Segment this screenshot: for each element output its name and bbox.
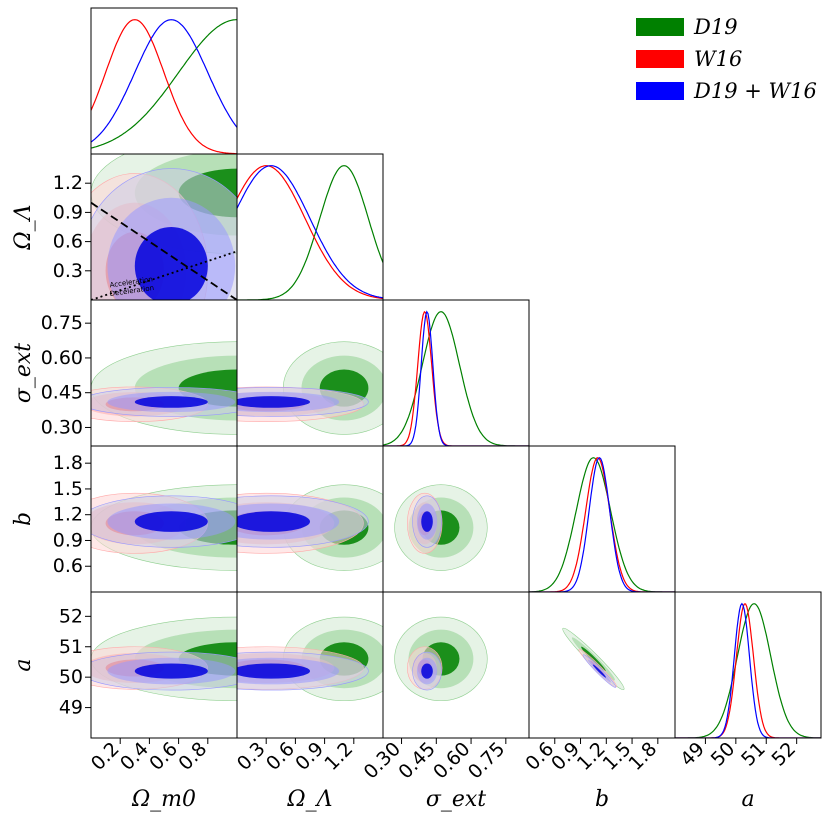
panel-OL-b bbox=[237, 484, 383, 571]
x-axis-label-a: a bbox=[741, 787, 754, 812]
panel-Om-OL bbox=[91, 154, 237, 300]
y-tick-label-a: 52 bbox=[59, 605, 83, 627]
y-tick-label-a: 50 bbox=[59, 666, 83, 688]
x-tick-label-sig: 0.45 bbox=[394, 738, 439, 783]
x-tick-label-sig: 0.75 bbox=[464, 738, 509, 783]
panel-OL-a bbox=[237, 616, 383, 702]
y-axis-label-sig: σ_ext bbox=[11, 343, 36, 403]
x-axis-label-Om: Ω_m0 bbox=[131, 787, 196, 812]
contour-d19-w16-level-3 bbox=[134, 511, 208, 532]
legend: D19 W16 D19 + W16 bbox=[636, 15, 817, 103]
y-tick-label-OL: 0.9 bbox=[53, 201, 83, 223]
legend-swatch-w16 bbox=[636, 50, 684, 68]
y-tick-label-sig: 0.75 bbox=[41, 312, 83, 334]
y-tick-label-OL: 1.2 bbox=[53, 172, 83, 194]
panel-b-a bbox=[562, 627, 625, 690]
y-axis-label-a: a bbox=[11, 658, 36, 671]
contour-d19-w16-level-3 bbox=[237, 396, 310, 408]
y-tick-label-b: 0.9 bbox=[53, 529, 83, 551]
panel-sig-a bbox=[394, 616, 488, 702]
y-tick-label-OL: 0.6 bbox=[53, 231, 83, 253]
frame-sig-sig bbox=[382, 299, 530, 447]
marginal-line-d19 bbox=[675, 603, 821, 738]
y-tick-label-a: 51 bbox=[59, 636, 83, 658]
legend-label-d19: D19 bbox=[693, 15, 738, 39]
x-axis-label-b: b bbox=[595, 787, 609, 812]
x-tick-label-a: 52 bbox=[768, 738, 801, 771]
panel-OL-sig bbox=[237, 341, 383, 435]
marginal-line-w16 bbox=[237, 165, 383, 300]
y-tick-label-b: 0.6 bbox=[53, 555, 83, 577]
marginal-line-w16 bbox=[675, 603, 821, 738]
y-tick-label-OL: 0.3 bbox=[53, 260, 83, 282]
marginal-line-d19-w16 bbox=[675, 602, 821, 738]
marginal-line-w16 bbox=[383, 310, 529, 446]
frame-a-a bbox=[674, 591, 822, 739]
y-tick-label-b: 1.5 bbox=[53, 478, 83, 500]
x-tick-label-Om: 0.8 bbox=[174, 738, 211, 775]
contour-d19-w16-level-3 bbox=[237, 511, 310, 532]
x-tick-label-a: 50 bbox=[707, 738, 740, 771]
marginal-line-d19 bbox=[237, 165, 383, 300]
marginal-a bbox=[675, 602, 821, 738]
frame-OL-OL bbox=[236, 153, 384, 301]
x-axis-label-sig: σ_ext bbox=[426, 787, 486, 812]
contour-d19-w16-level-3 bbox=[237, 663, 310, 679]
x-tick-label-sig: 0.60 bbox=[429, 738, 474, 783]
marginal-sig bbox=[383, 310, 529, 446]
x-axis-label-OL: Ω_Λ bbox=[286, 787, 332, 812]
panel-Om-sig bbox=[91, 341, 237, 435]
marginal-line-d19-w16 bbox=[91, 19, 237, 143]
legend-swatch-d19 bbox=[636, 18, 684, 36]
marginal-OL bbox=[237, 165, 383, 300]
reference-line-dotted bbox=[91, 250, 237, 300]
contour-d19-w16-level-3 bbox=[134, 227, 208, 300]
x-tick-label-a: 51 bbox=[737, 738, 770, 771]
x-tick-label-sig: 0.30 bbox=[360, 738, 405, 783]
panel-Om-a bbox=[91, 616, 237, 702]
contour-d19-w16-level-3 bbox=[421, 663, 433, 679]
marginal-line-d19 bbox=[383, 311, 529, 446]
marginal-line-d19-w16 bbox=[529, 456, 675, 592]
y-axis-label-OL: Ω_Λ bbox=[11, 204, 36, 250]
marginal-b bbox=[529, 456, 675, 592]
marginal-line-w16 bbox=[529, 457, 675, 592]
legend-label-d19-w16: D19 + W16 bbox=[693, 79, 817, 103]
contour-d19-w16-level-3 bbox=[592, 664, 606, 678]
legend-label-w16: W16 bbox=[694, 47, 742, 71]
frame-Om-Om bbox=[90, 7, 238, 155]
y-tick-label-b: 1.2 bbox=[53, 504, 83, 526]
contour-d19-w16-level-3 bbox=[421, 511, 433, 532]
x-tick-label-b: 1.8 bbox=[624, 738, 661, 775]
panel-Om-b bbox=[91, 484, 237, 571]
contour-d19-w16-level-3 bbox=[134, 396, 208, 408]
marginal-line-d19 bbox=[529, 457, 675, 592]
y-tick-label-sig: 0.60 bbox=[41, 347, 83, 369]
x-tick-label-a: 49 bbox=[676, 738, 709, 771]
x-tick-label-OL: 1.2 bbox=[320, 738, 357, 775]
marginal-line-d19-w16 bbox=[237, 165, 383, 299]
legend-swatch-d19-w16 bbox=[636, 82, 684, 100]
y-tick-label-a: 49 bbox=[59, 697, 83, 719]
y-tick-label-b: 1.8 bbox=[53, 452, 83, 474]
reference-line-dashed bbox=[91, 201, 237, 300]
marginal-line-w16 bbox=[91, 19, 237, 154]
panel-sig-b bbox=[394, 484, 488, 571]
marginal-line-d19 bbox=[91, 19, 237, 149]
y-tick-label-sig: 0.45 bbox=[41, 382, 83, 404]
contour-d19-w16-level-3 bbox=[134, 663, 208, 679]
y-tick-label-sig: 0.30 bbox=[41, 416, 83, 438]
y-axis-label-b: b bbox=[11, 512, 36, 526]
marginal-Om bbox=[91, 19, 237, 154]
